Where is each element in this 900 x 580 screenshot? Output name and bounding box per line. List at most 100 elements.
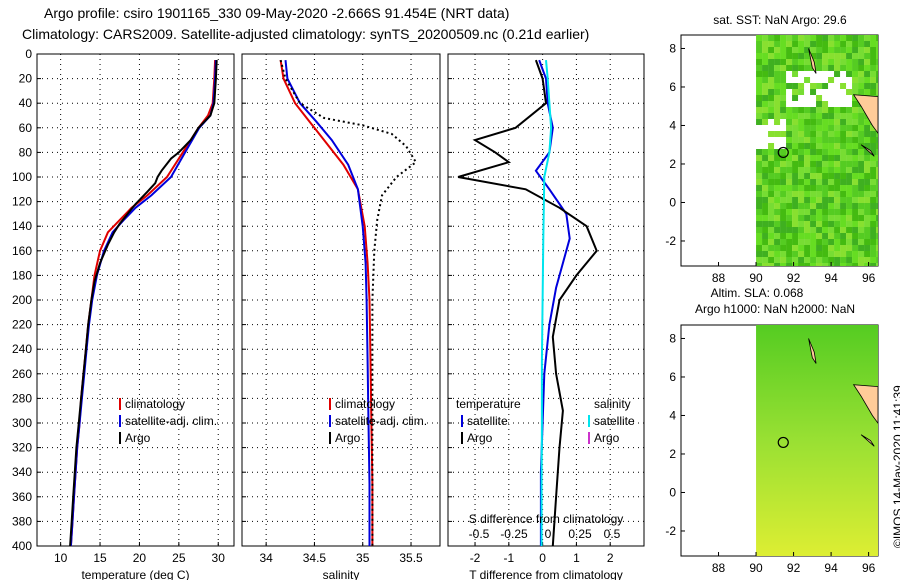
sst-cell [834, 113, 841, 119]
sst-cell [792, 227, 799, 233]
sst-cell [816, 215, 823, 221]
sst-cell [780, 113, 787, 119]
sst-cell [822, 107, 829, 113]
sst-cell [774, 197, 781, 203]
sst-cell [858, 173, 865, 179]
coastline-sumatra [852, 94, 879, 135]
sst-cell [834, 197, 841, 203]
sst-cell [774, 71, 781, 77]
sst-cell [798, 137, 805, 143]
sst-cell [762, 149, 769, 155]
sst-cell [846, 65, 853, 71]
sst-cell [804, 233, 811, 239]
sst-cell [786, 203, 793, 209]
sst-cell [834, 155, 841, 161]
legend-label: satellite-adj. clim. [125, 414, 217, 428]
sst-cell [774, 107, 781, 113]
sst-cell [798, 161, 805, 167]
sst-cell [804, 41, 811, 47]
sst-cell [780, 53, 787, 59]
sst-cell [852, 257, 859, 263]
sst-cell [768, 251, 775, 257]
map-y-tick-label: 8 [669, 331, 676, 345]
sst-cell [816, 95, 823, 101]
sst-cell [858, 233, 865, 239]
sst-cell [774, 179, 781, 185]
imos-credit: ©IMOS 14-May-2020 11:41:39 [891, 385, 900, 548]
sst-cell [822, 233, 829, 239]
sst-cell [792, 89, 799, 95]
sst-cell [822, 143, 829, 149]
sst-cell [786, 125, 793, 131]
sst-cell [786, 107, 793, 113]
sst-cell [870, 131, 877, 137]
sst-cell [780, 251, 787, 257]
sst-cell [768, 143, 775, 149]
sst-cell [780, 197, 787, 203]
sst-cell [762, 191, 769, 197]
sst-cell [822, 83, 829, 89]
sst-cell [780, 149, 787, 155]
sst-cell [810, 263, 817, 266]
sst-cell [840, 155, 847, 161]
sst-cell [828, 65, 835, 71]
sst-cell [828, 155, 835, 161]
sst-cell [828, 215, 835, 221]
sst-cell [876, 167, 878, 173]
sst-cell [834, 59, 841, 65]
sst-cell [834, 119, 841, 125]
sst-cell [762, 161, 769, 167]
sst-cell [768, 227, 775, 233]
sst-cell [804, 47, 811, 53]
sst-cell [864, 35, 871, 41]
sst-cell [792, 251, 799, 257]
sst-cell [804, 107, 811, 113]
sst-cell [774, 215, 781, 221]
sst-cell [768, 155, 775, 161]
sst-cell [864, 257, 871, 263]
sst-cell [810, 113, 817, 119]
sst-cell [786, 227, 793, 233]
sst-cell [756, 47, 763, 53]
sst-cell [804, 77, 811, 83]
sst-cell [762, 257, 769, 263]
sst-cell [786, 119, 793, 125]
sst-cell [810, 125, 817, 131]
sst-cell [840, 227, 847, 233]
argo-location-marker [777, 436, 789, 449]
sst-cell [876, 77, 878, 83]
sst-cell [762, 197, 769, 203]
sst-cell [846, 167, 853, 173]
sst-cell [768, 131, 775, 137]
sst-cell [810, 53, 817, 59]
x-tick-label: 15 [93, 551, 107, 565]
sst-cell [756, 89, 763, 95]
sst-cell [786, 113, 793, 119]
sst-cell [786, 35, 793, 41]
sst-cell [846, 197, 853, 203]
sst-cell [816, 47, 823, 53]
sst-cell [840, 125, 847, 131]
sst-cell [822, 179, 829, 185]
depth-tick-label: 200 [12, 293, 32, 307]
sst-cell [864, 137, 871, 143]
sst-cell [822, 125, 829, 131]
sst-cell [780, 215, 787, 221]
sst-cell [798, 263, 805, 266]
sst-cell [810, 227, 817, 233]
sst-cell [798, 65, 805, 71]
sst-cell [870, 77, 877, 83]
sst-cell [798, 107, 805, 113]
sst-cell [870, 65, 877, 71]
sst-cell [846, 203, 853, 209]
map-x-tick-label: 90 [749, 561, 763, 575]
sst-cell [870, 233, 877, 239]
sst-cell [870, 197, 877, 203]
sst-cell [840, 107, 847, 113]
sst-cell [834, 143, 841, 149]
sst-cell [768, 53, 775, 59]
sst-cell [798, 179, 805, 185]
sst-cell [840, 143, 847, 149]
sst-cell [798, 131, 805, 137]
sst-cell [834, 179, 841, 185]
